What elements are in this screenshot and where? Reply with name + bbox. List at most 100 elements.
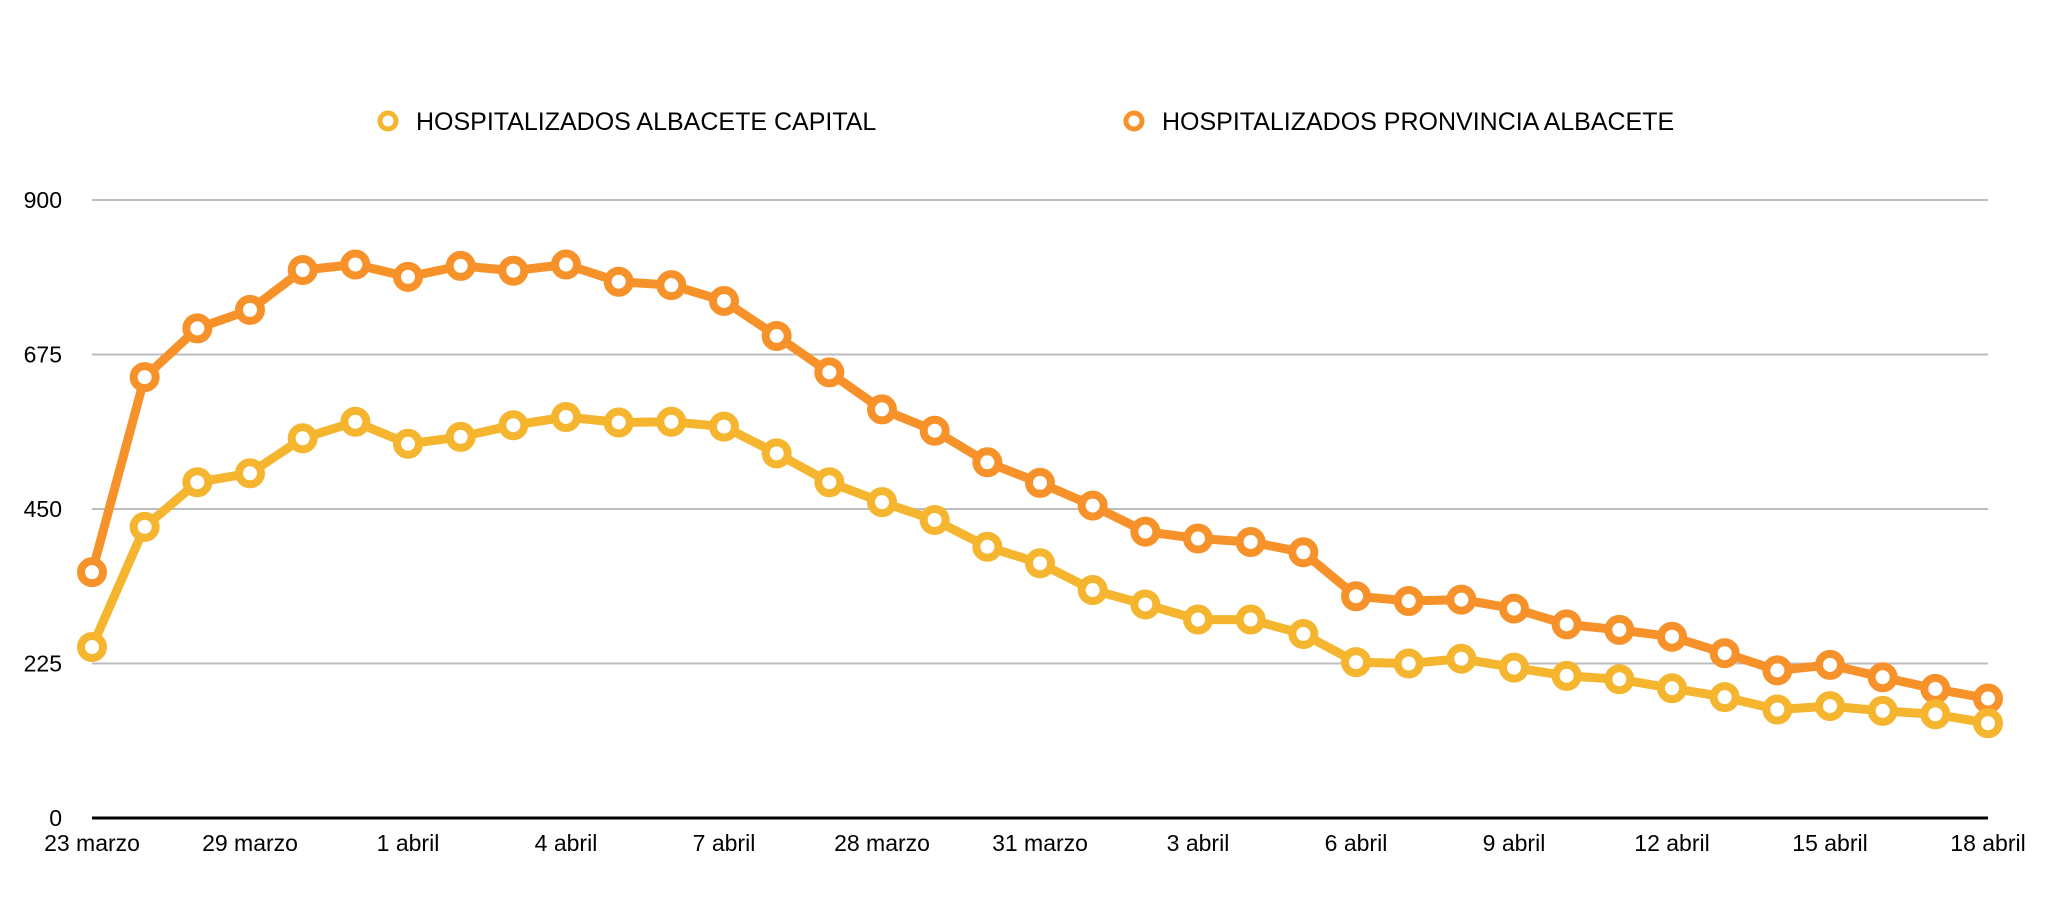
data-point-capital[interactable] [1709,682,1740,713]
x-tick-label: 18 abril [1950,830,2025,856]
y-axis-tick-labels: 0 225 450 675 900 [24,187,62,831]
x-tick-label: 1 abril [377,830,440,856]
data-point-capital[interactable] [1657,673,1687,704]
x-tick-label: 29 marzo [202,830,298,856]
data-point-provincia[interactable] [77,557,107,588]
data-point-provincia[interactable] [1920,673,1951,704]
legend-item-capital[interactable]: HOSPITALIZADOS ALBACETE CAPITAL [377,108,876,136]
data-point-provincia[interactable] [1867,662,1898,693]
data-point-capital[interactable] [1973,708,2003,739]
y-tick-label: 225 [24,651,62,677]
data-point-provincia[interactable] [603,266,634,297]
data-point-capital[interactable] [551,401,581,432]
data-point-capital[interactable] [1446,643,1477,674]
data-point-provincia[interactable] [1657,621,1687,652]
data-point-capital[interactable] [761,438,792,469]
legend-marker-provincia [1123,110,1145,132]
gridlines [92,199,1988,820]
data-point-provincia[interactable] [1077,490,1108,521]
data-point-provincia[interactable] [867,394,897,425]
data-point-provincia[interactable] [919,415,950,446]
data-point-capital[interactable] [393,428,423,459]
data-point-provincia[interactable] [445,250,476,281]
data-point-capital[interactable] [1867,695,1898,726]
data-point-provincia[interactable] [1446,584,1477,615]
x-tick-label: 31 marzo [992,830,1088,856]
data-point-provincia[interactable] [1973,683,2003,714]
data-point-capital[interactable] [235,458,265,489]
legend-item-provincia[interactable]: HOSPITALIZADOS PRONVINCIA ALBACETE [1123,108,1674,136]
data-point-provincia[interactable] [1393,586,1424,617]
x-tick-label: 7 abril [693,830,756,856]
data-point-capital[interactable] [867,487,897,518]
data-point-capital[interactable] [1341,647,1371,678]
data-point-capital[interactable] [287,423,318,454]
data-point-capital[interactable] [656,406,687,437]
data-point-capital[interactable] [498,410,529,441]
x-tick-label: 15 abril [1792,830,1867,856]
data-point-provincia[interactable] [1341,581,1371,612]
data-point-capital[interactable] [1288,618,1319,649]
data-point-capital[interactable] [340,406,371,437]
data-point-capital[interactable] [182,467,213,498]
data-point-capital[interactable] [1815,691,1845,722]
data-point-provincia[interactable] [1604,614,1635,645]
data-point-provincia[interactable] [287,255,318,286]
data-point-provincia[interactable] [129,362,160,393]
data-point-capital[interactable] [1077,575,1108,606]
data-point-capital[interactable] [1551,660,1582,691]
data-point-provincia[interactable] [340,249,371,280]
y-tick-label: 900 [24,187,62,213]
x-tick-label: 12 abril [1634,830,1709,856]
data-point-provincia[interactable] [1288,537,1319,568]
data-point-provincia[interactable] [1551,609,1582,640]
data-point-provincia[interactable] [235,294,265,325]
data-point-provincia[interactable] [1499,593,1529,624]
data-point-capital[interactable] [1183,604,1213,635]
x-tick-label: 6 abril [1325,830,1388,856]
data-point-capital[interactable] [1762,694,1793,725]
data-point-provincia[interactable] [972,447,1003,478]
data-point-capital[interactable] [919,504,950,535]
data-point-capital[interactable] [1393,648,1424,679]
data-point-capital[interactable] [77,632,107,663]
legend-marker-capital [377,110,399,132]
data-point-provincia[interactable] [498,255,529,286]
x-tick-label: 9 abril [1483,830,1546,856]
data-point-provincia[interactable] [1025,467,1055,498]
data-point-provincia[interactable] [1762,655,1793,686]
data-point-provincia[interactable] [1130,516,1161,547]
legend-label-capital: HOSPITALIZADOS ALBACETE CAPITAL [416,108,876,136]
data-point-capital[interactable] [814,467,845,498]
data-point-provincia[interactable] [182,313,213,344]
y-tick-label: 0 [49,805,62,831]
data-point-provincia[interactable] [814,357,845,388]
data-point-provincia[interactable] [551,249,581,280]
data-point-capital[interactable] [972,531,1003,562]
data-point-capital[interactable] [445,421,476,452]
data-point-capital[interactable] [1235,604,1266,635]
data-point-provincia[interactable] [1815,649,1845,680]
data-point-provincia[interactable] [709,285,739,316]
y-tick-label: 450 [24,496,62,522]
series-lines [77,249,2003,739]
data-point-provincia[interactable] [1235,526,1266,557]
data-point-provincia[interactable] [1183,523,1213,554]
data-point-capital[interactable] [1499,652,1529,683]
data-point-provincia[interactable] [1709,638,1740,669]
data-point-provincia[interactable] [656,270,687,301]
data-point-capital[interactable] [1920,699,1951,730]
data-point-capital[interactable] [129,511,160,542]
series-capital [77,401,2003,739]
data-point-capital[interactable] [603,407,634,438]
data-point-capital[interactable] [709,411,739,442]
data-point-capital[interactable] [1130,589,1161,620]
data-point-capital[interactable] [1604,664,1635,695]
x-tick-label: 23 marzo [44,830,140,856]
y-tick-label: 675 [24,342,62,368]
data-point-provincia[interactable] [393,261,423,292]
legend-label-provincia: HOSPITALIZADOS PRONVINCIA ALBACETE [1162,108,1674,136]
data-point-provincia[interactable] [761,320,792,351]
data-point-capital[interactable] [1025,548,1055,579]
